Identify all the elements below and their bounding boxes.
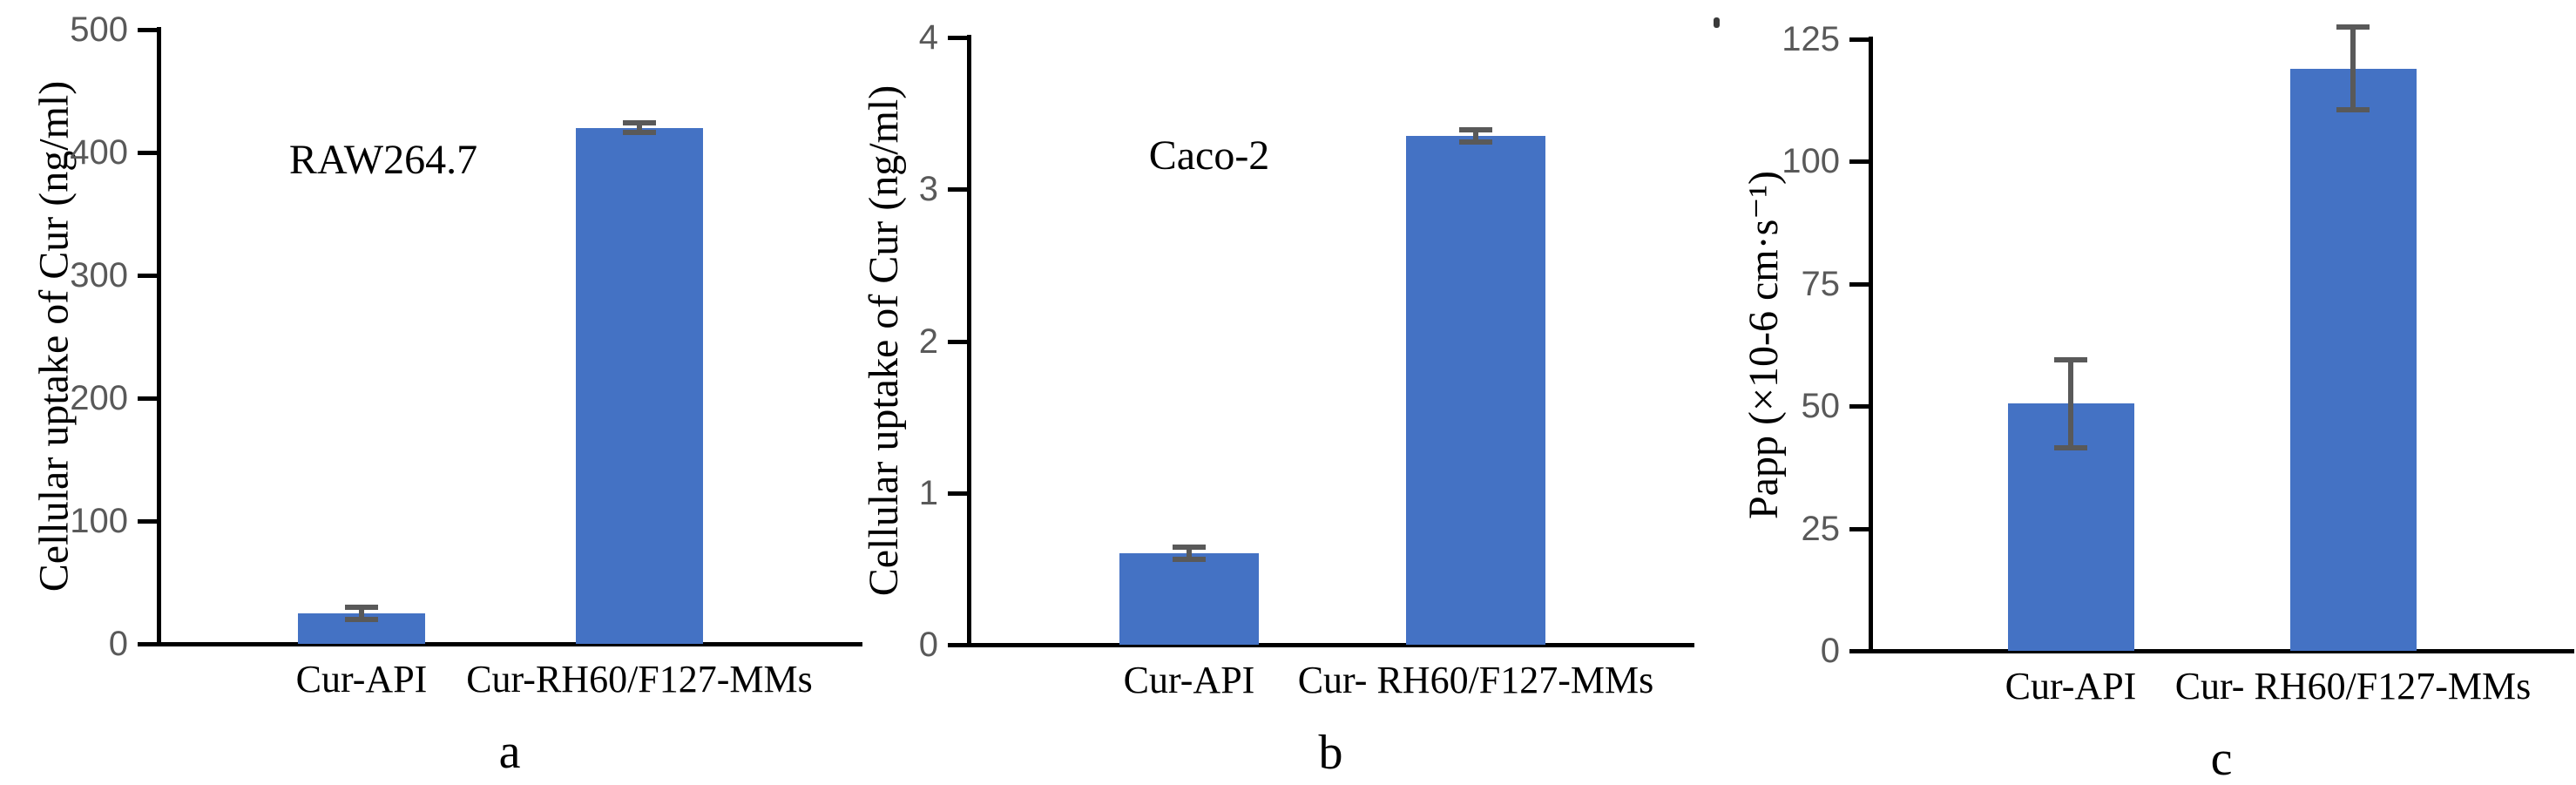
y-tick-mark bbox=[948, 36, 967, 40]
error-bar bbox=[637, 123, 642, 133]
error-bar-cap bbox=[2054, 444, 2087, 450]
y-tick-mark bbox=[948, 187, 967, 193]
error-bar-cap bbox=[623, 130, 656, 136]
error-bar bbox=[2068, 359, 2073, 448]
plot-area: 0 25 50 75 100 125 Cur-API Cur- RH60/F127-MMs … bbox=[1782, 20, 2574, 785]
y-tick-label: 75 bbox=[1801, 264, 1841, 303]
error-bar-cap bbox=[1459, 127, 1492, 133]
y-tick-label: 100 bbox=[1782, 142, 1840, 181]
panel-letter: a bbox=[498, 725, 521, 779]
y-tick-label: 100 bbox=[70, 502, 128, 540]
bar bbox=[576, 127, 703, 644]
y-tick-mark bbox=[1849, 526, 1869, 531]
y-tick-label: 0 bbox=[918, 626, 938, 664]
plot-area: 0 1 2 3 4 Caco-2 Cur-API Cur- RH60/F127-MMs b bbox=[919, 18, 1694, 780]
error-bar-cap bbox=[1459, 139, 1492, 145]
panel-letter: c bbox=[2210, 732, 2233, 785]
y-tick-mark bbox=[1849, 37, 1869, 42]
cell-line-annotation: Caco-2 bbox=[1148, 132, 1270, 179]
y-tick-mark bbox=[948, 491, 967, 496]
y-tick-label: 2 bbox=[918, 321, 938, 361]
y-tick-mark bbox=[948, 339, 967, 344]
y-tick-mark bbox=[948, 643, 967, 647]
x-axis-line bbox=[157, 642, 862, 646]
x-category-label: Cur- RH60/F127-MMs bbox=[1297, 659, 1654, 701]
y-tick-mark bbox=[138, 274, 157, 278]
y-tick-label: 400 bbox=[70, 133, 128, 172]
error-bar bbox=[1473, 130, 1478, 143]
y-tick-mark bbox=[138, 519, 157, 524]
panel-letter: b bbox=[1318, 726, 1343, 780]
error-bar bbox=[2350, 26, 2356, 111]
y-tick-mark bbox=[1849, 404, 1869, 409]
y-tick-label: 4 bbox=[918, 18, 938, 57]
y-tick-mark bbox=[138, 396, 157, 401]
y-tick-label: 0 bbox=[108, 625, 128, 663]
y-axis-title: Cellular uptake of Cur (ng/ml) bbox=[30, 80, 78, 592]
y-tick-mark bbox=[138, 28, 157, 32]
y-tick-label: 3 bbox=[918, 170, 938, 209]
y-tick-mark bbox=[1849, 159, 1869, 165]
bar bbox=[1119, 553, 1259, 645]
bar bbox=[1406, 136, 1545, 645]
y-tick-mark bbox=[1849, 281, 1869, 287]
y-tick-mark bbox=[1849, 649, 1869, 653]
x-axis-line bbox=[1869, 649, 2574, 653]
y-tick-label: 200 bbox=[70, 379, 128, 417]
x-category-label: Cur-API bbox=[295, 658, 428, 700]
y-axis-line bbox=[157, 27, 161, 644]
panel-c: Papp (×10-6 cm·s⁻¹) 0 25 50 75 100 125 Cur-AP… bbox=[1716, 0, 2576, 785]
y-tick-label: 300 bbox=[70, 256, 128, 294]
y-axis-line bbox=[967, 35, 971, 645]
bar bbox=[2289, 68, 2417, 651]
error-bar-cap bbox=[623, 120, 656, 126]
y-tick-label: 1 bbox=[918, 473, 938, 512]
y-tick-label: 50 bbox=[1801, 387, 1841, 426]
plot-area: 0 100 200 300 400 500 RAW264.7 Cur-API Cur-RH6… bbox=[70, 10, 862, 779]
y-tick-label: 25 bbox=[1801, 509, 1841, 548]
error-bar-cap bbox=[1173, 545, 1206, 551]
error-bar-cap bbox=[2336, 107, 2370, 113]
error-bar-cap bbox=[345, 616, 378, 622]
y-tick-label: 125 bbox=[1782, 20, 1840, 58]
x-category-label: Cur-API bbox=[2005, 665, 2137, 707]
panel-a: Cellular uptake of Cur (ng/ml) 0 100 200 30… bbox=[0, 0, 862, 785]
cell-line-annotation: RAW264.7 bbox=[288, 137, 478, 183]
x-category-label: Cur-API bbox=[1123, 659, 1255, 701]
stray-dot bbox=[1714, 17, 1720, 28]
x-axis-line bbox=[967, 643, 1694, 647]
y-tick-label: 500 bbox=[70, 10, 128, 49]
error-bar bbox=[359, 606, 364, 619]
x-category-label: Cur- RH60/F127-MMs bbox=[2174, 665, 2532, 707]
y-axis-line bbox=[1869, 37, 1873, 651]
error-bar-cap bbox=[345, 604, 378, 610]
error-bar-cap bbox=[1173, 557, 1206, 563]
error-bar-cap bbox=[2336, 24, 2370, 30]
y-tick-mark bbox=[138, 151, 157, 155]
error-bar-cap bbox=[2054, 356, 2087, 362]
x-category-label: Cur-RH60/F127-MMs bbox=[466, 658, 813, 700]
error-bar bbox=[1187, 547, 1192, 560]
y-tick-label: 0 bbox=[1820, 632, 1840, 670]
y-tick-mark bbox=[138, 642, 157, 646]
